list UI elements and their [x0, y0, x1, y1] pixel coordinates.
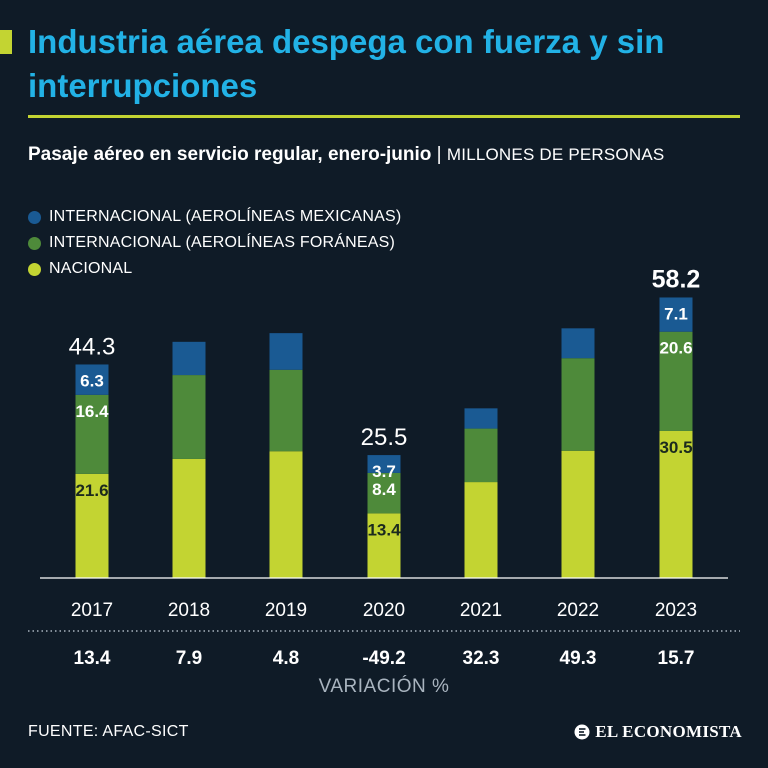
segment-value-label: 16.4	[75, 402, 109, 421]
x-tick-label: 2023	[655, 600, 697, 621]
x-tick-label: 2020	[363, 600, 405, 621]
x-tick-label: 2022	[557, 600, 599, 621]
legend-item-nacional: NACIONAL	[28, 256, 401, 282]
bar-segment-2018-foraneas	[172, 375, 206, 459]
bar-total-label: 25.5	[361, 424, 408, 451]
bar-segment-2023-foraneas	[659, 331, 693, 431]
variation-value: 49.3	[560, 648, 597, 669]
bar-segment-2022-nacional	[561, 450, 595, 578]
bar-segment-2022-mexicanas	[561, 328, 595, 359]
segment-value-label: 6.3	[80, 371, 104, 390]
bar-segment-2017-mexicanas	[75, 364, 109, 395]
x-tick-label: 2017	[71, 600, 113, 621]
legend: INTERNACIONAL (AEROLÍNEAS MEXICANAS) INT…	[28, 204, 401, 282]
bar-segment-2020-foraneas	[367, 472, 401, 514]
segment-value-label: 3.7	[372, 462, 396, 481]
legend-item-internacional-foraneas: INTERNACIONAL (AEROLÍNEAS FORÁNEAS)	[28, 230, 401, 256]
variation-value: 32.3	[463, 648, 500, 669]
variation-value: 4.8	[273, 648, 299, 669]
bar-segment-2020-mexicanas	[367, 455, 401, 473]
variation-value: -49.2	[362, 648, 405, 669]
bar-segment-2023-mexicanas	[659, 297, 693, 332]
bar-segment-2018-mexicanas	[172, 341, 206, 376]
bar-segment-2023-nacional	[659, 430, 693, 578]
brand-logo: EL ECONOMISTA	[574, 722, 742, 742]
legend-label: INTERNACIONAL (AEROLÍNEAS MEXICANAS)	[49, 208, 402, 225]
segment-value-label: 7.1	[664, 304, 688, 323]
segment-value-label: 21.6	[75, 481, 108, 500]
legend-dot-icon	[28, 262, 41, 276]
variation-axis-label: VARIACIÓN %	[318, 676, 450, 697]
x-tick-label: 2018	[168, 600, 210, 621]
x-tick-label: 2021	[460, 600, 502, 621]
bar-segment-2018-nacional	[172, 458, 206, 578]
bar-segment-2022-foraneas	[561, 358, 595, 451]
segment-value-label: 20.6	[659, 339, 692, 358]
segment-value-label: 8.4	[372, 480, 396, 499]
legend-label: INTERNACIONAL (AEROLÍNEAS FORÁNEAS)	[49, 234, 396, 251]
brand-name: EL ECONOMISTA	[595, 722, 742, 741]
subtitle-units: MILLONES DE PERSONAS	[446, 145, 665, 164]
segment-value-label: 30.5	[659, 438, 692, 457]
variation-value: 15.7	[658, 648, 695, 669]
bar-segment-2019-nacional	[269, 451, 303, 578]
bar-segment-2017-foraneas	[75, 394, 109, 474]
chart-subtitle: Pasaje aéreo en servicio regular, enero-…	[28, 140, 743, 170]
variation-value: 7.9	[176, 648, 202, 669]
legend-label: NACIONAL	[49, 260, 133, 277]
title-accent-bar	[0, 30, 12, 54]
legend-dot-icon	[28, 210, 41, 224]
bar-total-label: 44.3	[69, 333, 116, 360]
legend-dot-icon	[28, 236, 41, 250]
bar-segment-2021-mexicanas	[464, 408, 498, 429]
source-note: FUENTE: AFAC-SICT	[28, 723, 189, 740]
variation-value: 13.4	[74, 648, 111, 669]
bar-segment-2019-foraneas	[269, 369, 303, 452]
bar-segment-2021-foraneas	[464, 428, 498, 483]
brand-mark-icon	[574, 724, 590, 740]
bar-segment-2021-nacional	[464, 482, 498, 578]
bar-segment-2017-nacional	[75, 473, 109, 578]
bar-total-label: 58.2	[652, 265, 701, 293]
subtitle-main: Pasaje aéreo en servicio regular, enero-…	[28, 144, 432, 165]
legend-item-internacional-mexicanas: INTERNACIONAL (AEROLÍNEAS MEXICANAS)	[28, 204, 401, 230]
subtitle-separator: |	[431, 144, 447, 165]
x-tick-label: 2019	[265, 600, 307, 621]
bar-segment-2019-mexicanas	[269, 333, 303, 370]
segment-value-label: 13.4	[367, 520, 401, 539]
bar-segment-2020-nacional	[367, 513, 401, 578]
page-title: Industria aérea despega con fuerza y sin…	[28, 23, 665, 104]
title-divider	[28, 115, 740, 118]
